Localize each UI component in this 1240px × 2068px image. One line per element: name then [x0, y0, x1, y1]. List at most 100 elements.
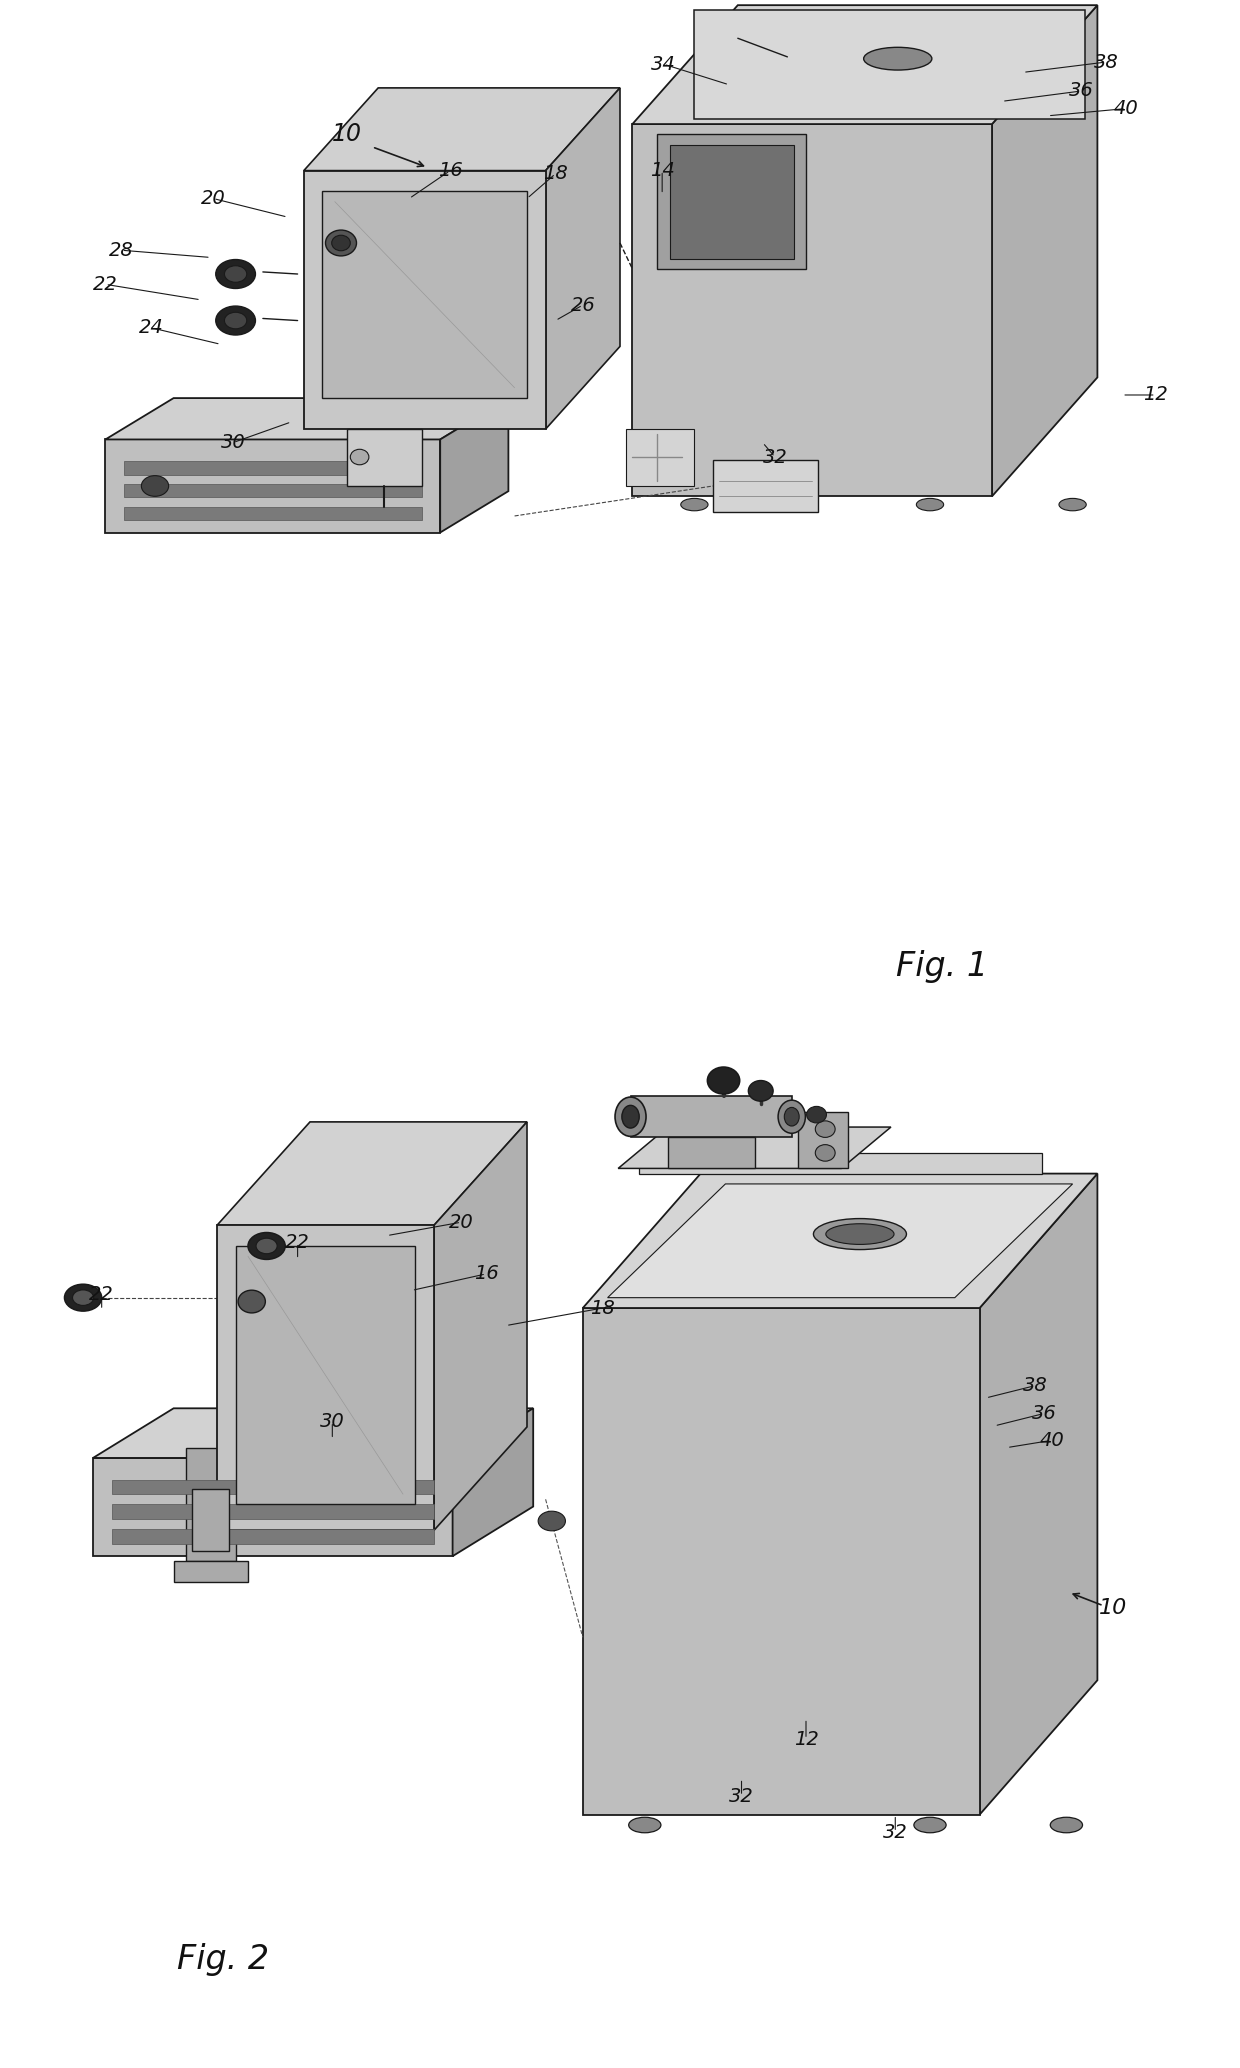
- Ellipse shape: [538, 1512, 565, 1530]
- Text: 30: 30: [320, 1412, 345, 1431]
- Polygon shape: [583, 1175, 1097, 1309]
- Polygon shape: [980, 1175, 1097, 1816]
- Ellipse shape: [255, 1239, 278, 1253]
- Polygon shape: [112, 1479, 434, 1493]
- Text: 40: 40: [1039, 1431, 1064, 1450]
- Text: 20: 20: [201, 188, 226, 209]
- Polygon shape: [322, 192, 527, 399]
- Ellipse shape: [141, 476, 169, 496]
- Polygon shape: [105, 399, 508, 440]
- Text: 18: 18: [543, 163, 568, 184]
- Text: 10: 10: [1100, 1599, 1127, 1617]
- Ellipse shape: [216, 258, 255, 290]
- Polygon shape: [799, 1113, 848, 1168]
- Text: 22: 22: [89, 1284, 114, 1305]
- Ellipse shape: [248, 1233, 285, 1259]
- Text: 40: 40: [1114, 99, 1138, 118]
- Polygon shape: [632, 6, 1097, 124]
- Text: 26: 26: [570, 296, 595, 314]
- Polygon shape: [667, 1137, 754, 1168]
- FancyBboxPatch shape: [347, 430, 422, 486]
- Ellipse shape: [216, 306, 255, 335]
- Polygon shape: [186, 1448, 236, 1561]
- Polygon shape: [174, 1561, 248, 1582]
- Text: 22: 22: [285, 1233, 310, 1253]
- FancyBboxPatch shape: [626, 428, 694, 486]
- Text: 38: 38: [1094, 52, 1118, 72]
- Ellipse shape: [816, 1144, 836, 1162]
- Polygon shape: [124, 507, 422, 519]
- Polygon shape: [124, 461, 422, 476]
- Ellipse shape: [238, 1290, 265, 1313]
- Text: 32: 32: [883, 1822, 908, 1843]
- Polygon shape: [192, 1489, 229, 1551]
- Ellipse shape: [1059, 498, 1086, 511]
- Polygon shape: [670, 145, 794, 258]
- Text: 14: 14: [650, 161, 675, 180]
- Polygon shape: [105, 440, 440, 531]
- Ellipse shape: [916, 498, 944, 511]
- Text: 38: 38: [1023, 1375, 1048, 1396]
- Ellipse shape: [806, 1106, 826, 1123]
- Polygon shape: [440, 399, 508, 531]
- Polygon shape: [583, 1309, 980, 1816]
- Ellipse shape: [914, 1818, 946, 1832]
- Ellipse shape: [813, 1218, 906, 1249]
- Text: 12: 12: [794, 1729, 818, 1750]
- Polygon shape: [112, 1530, 434, 1543]
- Polygon shape: [713, 461, 818, 511]
- Polygon shape: [236, 1245, 415, 1506]
- Text: 36: 36: [1032, 1404, 1056, 1423]
- Polygon shape: [304, 89, 620, 172]
- Ellipse shape: [826, 1224, 894, 1245]
- Polygon shape: [124, 484, 422, 496]
- Ellipse shape: [72, 1290, 94, 1305]
- Text: 18: 18: [590, 1299, 615, 1317]
- Polygon shape: [453, 1408, 533, 1555]
- Ellipse shape: [681, 498, 708, 511]
- Polygon shape: [93, 1458, 453, 1555]
- Polygon shape: [608, 1183, 1073, 1299]
- Polygon shape: [93, 1408, 533, 1458]
- Polygon shape: [304, 172, 546, 430]
- Polygon shape: [434, 1121, 527, 1530]
- Polygon shape: [112, 1506, 434, 1518]
- Text: 32: 32: [763, 447, 787, 467]
- Text: 10: 10: [332, 122, 362, 147]
- Ellipse shape: [779, 1100, 806, 1133]
- Polygon shape: [618, 1127, 890, 1168]
- Text: 36: 36: [1069, 81, 1094, 101]
- Ellipse shape: [629, 1818, 661, 1832]
- Ellipse shape: [224, 267, 247, 283]
- Polygon shape: [694, 10, 1085, 118]
- Text: 16: 16: [474, 1264, 498, 1284]
- Polygon shape: [217, 1224, 434, 1530]
- Text: 12: 12: [1143, 385, 1168, 405]
- Ellipse shape: [325, 230, 357, 256]
- Polygon shape: [632, 124, 992, 496]
- Ellipse shape: [622, 1104, 640, 1129]
- Ellipse shape: [1050, 1818, 1083, 1832]
- Polygon shape: [546, 89, 620, 430]
- Text: 20: 20: [449, 1212, 474, 1233]
- Text: 16: 16: [438, 161, 463, 180]
- Text: 32: 32: [729, 1787, 754, 1805]
- Polygon shape: [217, 1121, 527, 1224]
- Text: Fig. 2: Fig. 2: [177, 1944, 269, 1975]
- Text: 24: 24: [139, 318, 164, 337]
- Text: 30: 30: [221, 432, 246, 453]
- Ellipse shape: [64, 1284, 102, 1311]
- Ellipse shape: [707, 1067, 739, 1094]
- Ellipse shape: [224, 312, 247, 329]
- Ellipse shape: [816, 1121, 836, 1137]
- Ellipse shape: [351, 449, 370, 465]
- Polygon shape: [630, 1096, 791, 1137]
- Text: Fig. 1: Fig. 1: [897, 951, 988, 982]
- Ellipse shape: [332, 236, 351, 250]
- Text: 28: 28: [109, 240, 134, 261]
- Ellipse shape: [784, 1106, 799, 1125]
- Polygon shape: [657, 134, 806, 269]
- Text: 34: 34: [651, 54, 676, 74]
- Polygon shape: [992, 6, 1097, 496]
- Ellipse shape: [748, 1079, 774, 1100]
